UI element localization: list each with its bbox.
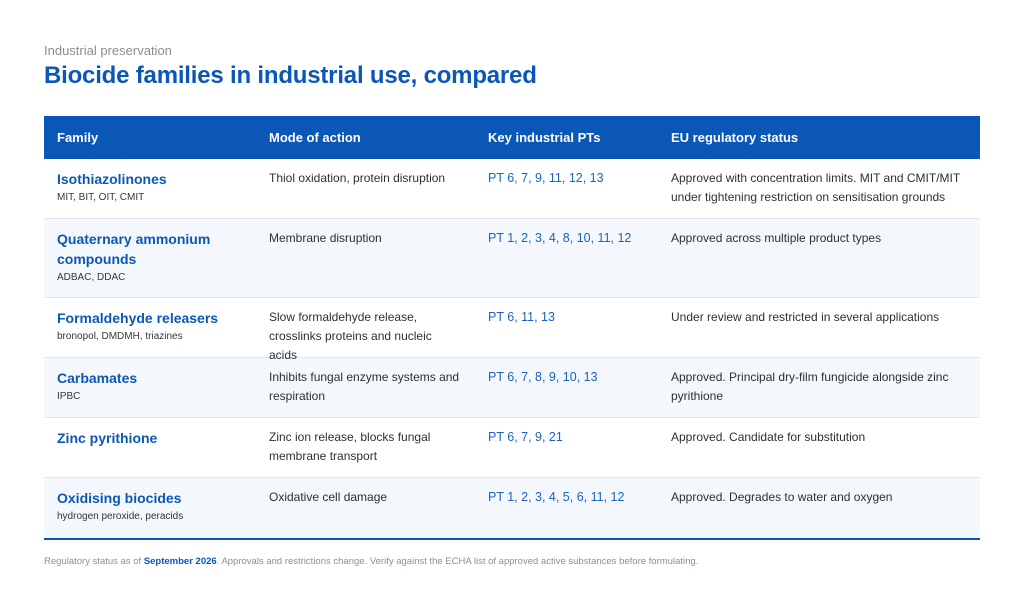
- family-name: Isothiazolinones: [57, 171, 167, 187]
- table-row: Oxidising biocides hydrogen peroxide, pe…: [44, 478, 980, 538]
- family-name: Oxidising biocides: [57, 490, 182, 506]
- family-cell: Quaternary ammonium compounds ADBAC, DDA…: [44, 219, 256, 297]
- biocide-comparison-table: Family Mode of action Key industrial PTs…: [44, 116, 980, 540]
- footnote-date: September 2026: [143, 556, 217, 567]
- table-row: Formaldehyde releasers bronopol, DMDMH, …: [44, 298, 980, 362]
- family-cell: Oxidising biocides hydrogen peroxide, pe…: [44, 478, 256, 538]
- footnote-suffix: . Approvals and restrictions change. Ver…: [216, 556, 699, 567]
- status-cell: Under review and restricted in several a…: [671, 310, 940, 324]
- family-cell: Formaldehyde releasers bronopol, DMDMH, …: [44, 298, 256, 357]
- pts-cell: PT 1, 2, 3, 4, 5, 6, 11, 12: [488, 490, 625, 504]
- status-cell: Approved across multiple product types: [671, 231, 882, 245]
- column-header-pts: Key industrial PTs: [488, 130, 601, 145]
- family-examples: bronopol, DMDMH, triazines: [57, 331, 183, 342]
- table-header: Family Mode of action Key industrial PTs…: [44, 116, 980, 159]
- family-cell: Carbamates IPBC: [44, 358, 256, 417]
- eyebrow-label: Industrial preservation: [44, 43, 172, 58]
- mode-cell: Zinc ion release, blocks fungal membrane…: [269, 430, 431, 463]
- column-header-family: Family: [57, 130, 99, 145]
- page-title: Biocide families in industrial use, comp…: [44, 62, 537, 89]
- family-name: Carbamates: [57, 370, 138, 386]
- status-cell: Approved. Principal dry-film fungicide a…: [671, 370, 949, 403]
- family-name: Quaternary ammonium compounds: [57, 231, 211, 267]
- pts-cell: PT 6, 7, 9, 11, 12, 13: [488, 171, 604, 185]
- status-cell: Approved. Degrades to water and oxygen: [671, 490, 893, 504]
- family-examples: MIT, BIT, OIT, CMIT: [57, 192, 145, 203]
- family-cell: Isothiazolinones MIT, BIT, OIT, CMIT: [44, 159, 256, 218]
- mode-cell: Thiol oxidation, protein disruption: [269, 171, 446, 185]
- footnote-prefix: Regulatory status as of: [44, 556, 144, 567]
- family-name: Zinc pyrithione: [57, 430, 158, 446]
- column-header-mode: Mode of action: [269, 130, 361, 145]
- status-cell: Approved with concentration limits. MIT …: [671, 171, 960, 204]
- footnote: Regulatory status as of September 2026. …: [44, 556, 698, 567]
- pts-cell: PT 6, 11, 13: [488, 310, 555, 324]
- table-row: Carbamates IPBC Inhibits fungal enzyme s…: [44, 358, 980, 418]
- status-cell: Approved. Candidate for substitution: [671, 430, 866, 444]
- pts-cell: PT 6, 7, 8, 9, 10, 13: [488, 370, 598, 384]
- mode-cell: Membrane disruption: [269, 231, 382, 245]
- pts-cell: PT 6, 7, 9, 21: [488, 430, 563, 444]
- family-cell: Zinc pyrithione: [44, 418, 256, 477]
- family-name: Formaldehyde releasers: [57, 310, 219, 326]
- mode-cell: Oxidative cell damage: [269, 490, 388, 504]
- table-row: Zinc pyrithione Zinc ion release, blocks…: [44, 418, 980, 478]
- table-row: Isothiazolinones MIT, BIT, OIT, CMIT Thi…: [44, 159, 980, 219]
- column-header-status: EU regulatory status: [671, 130, 799, 145]
- mode-cell: Slow formaldehyde release, crosslinks pr…: [269, 310, 432, 362]
- family-examples: ADBAC, DDAC: [57, 272, 126, 283]
- family-examples: hydrogen peroxide, peracids: [57, 511, 184, 522]
- table-row: Quaternary ammonium compounds ADBAC, DDA…: [44, 219, 980, 298]
- pts-cell: PT 1, 2, 3, 4, 8, 10, 11, 12: [488, 231, 632, 245]
- mode-cell: Inhibits fungal enzyme systems and respi…: [269, 370, 460, 403]
- family-examples: IPBC: [57, 391, 81, 402]
